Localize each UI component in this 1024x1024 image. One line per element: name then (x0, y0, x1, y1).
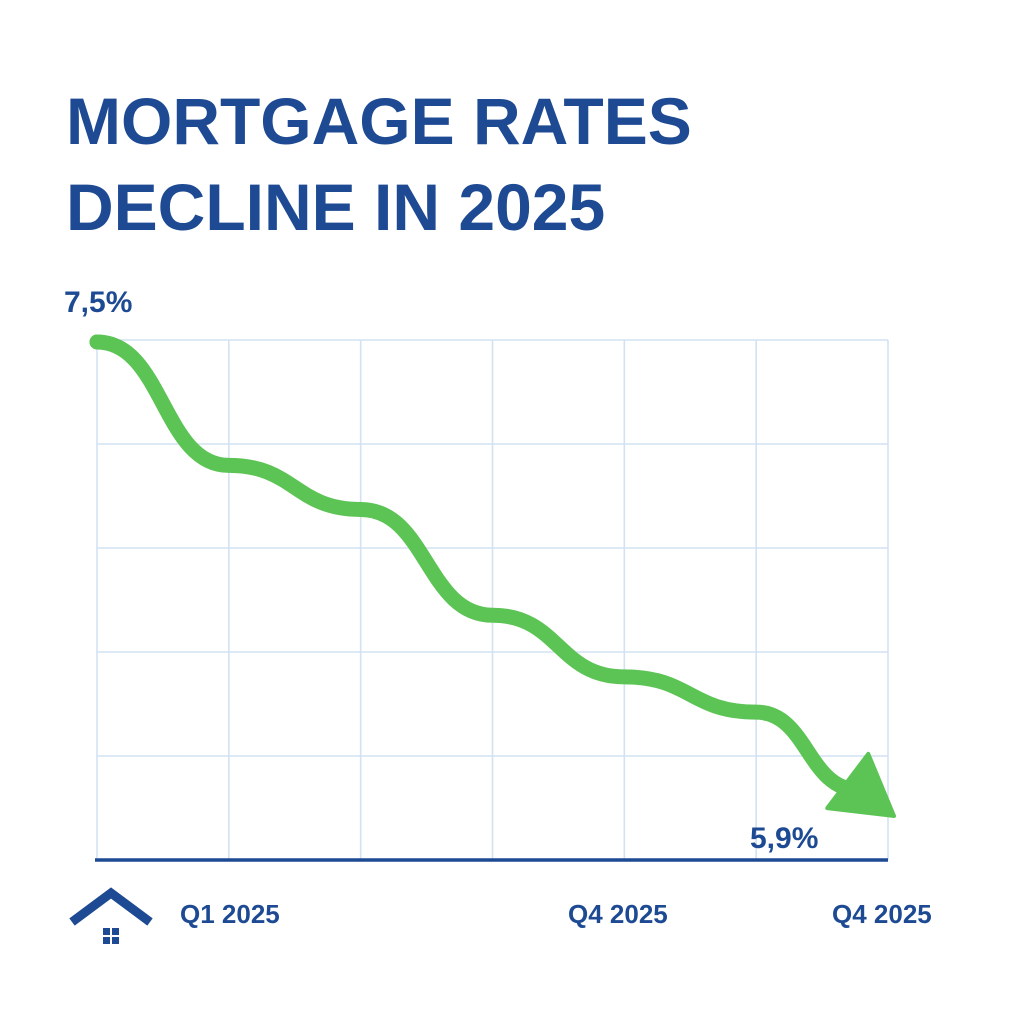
house-window-pane (103, 937, 110, 944)
start-point (89, 334, 105, 350)
house-icon (69, 887, 153, 944)
chart-title-line-1: MORTGAGE RATES (66, 84, 692, 158)
x-tick-label: Q1 2025 (180, 899, 280, 929)
data-label-end: 5,9% (750, 822, 818, 855)
x-tick-label: Q4 2025 (832, 899, 932, 929)
x-tick-labels: Q1 2025 Q4 2025 Q4 2025 (180, 899, 932, 929)
grid (96, 339, 889, 860)
end-arrow-marker (825, 751, 896, 818)
series-line (89, 334, 867, 798)
house-window-pane (112, 937, 119, 944)
chart-title: MORTGAGE RATES DECLINE IN 2025 (66, 78, 986, 250)
house-window-pane (112, 928, 119, 935)
house-window (103, 928, 119, 944)
data-label-start: 7,5% (64, 286, 132, 319)
house-roof (69, 887, 153, 926)
x-tick-label: Q4 2025 (568, 899, 668, 929)
chart-title-line-2: DECLINE IN 2025 (66, 170, 606, 244)
house-window-pane (103, 928, 110, 935)
